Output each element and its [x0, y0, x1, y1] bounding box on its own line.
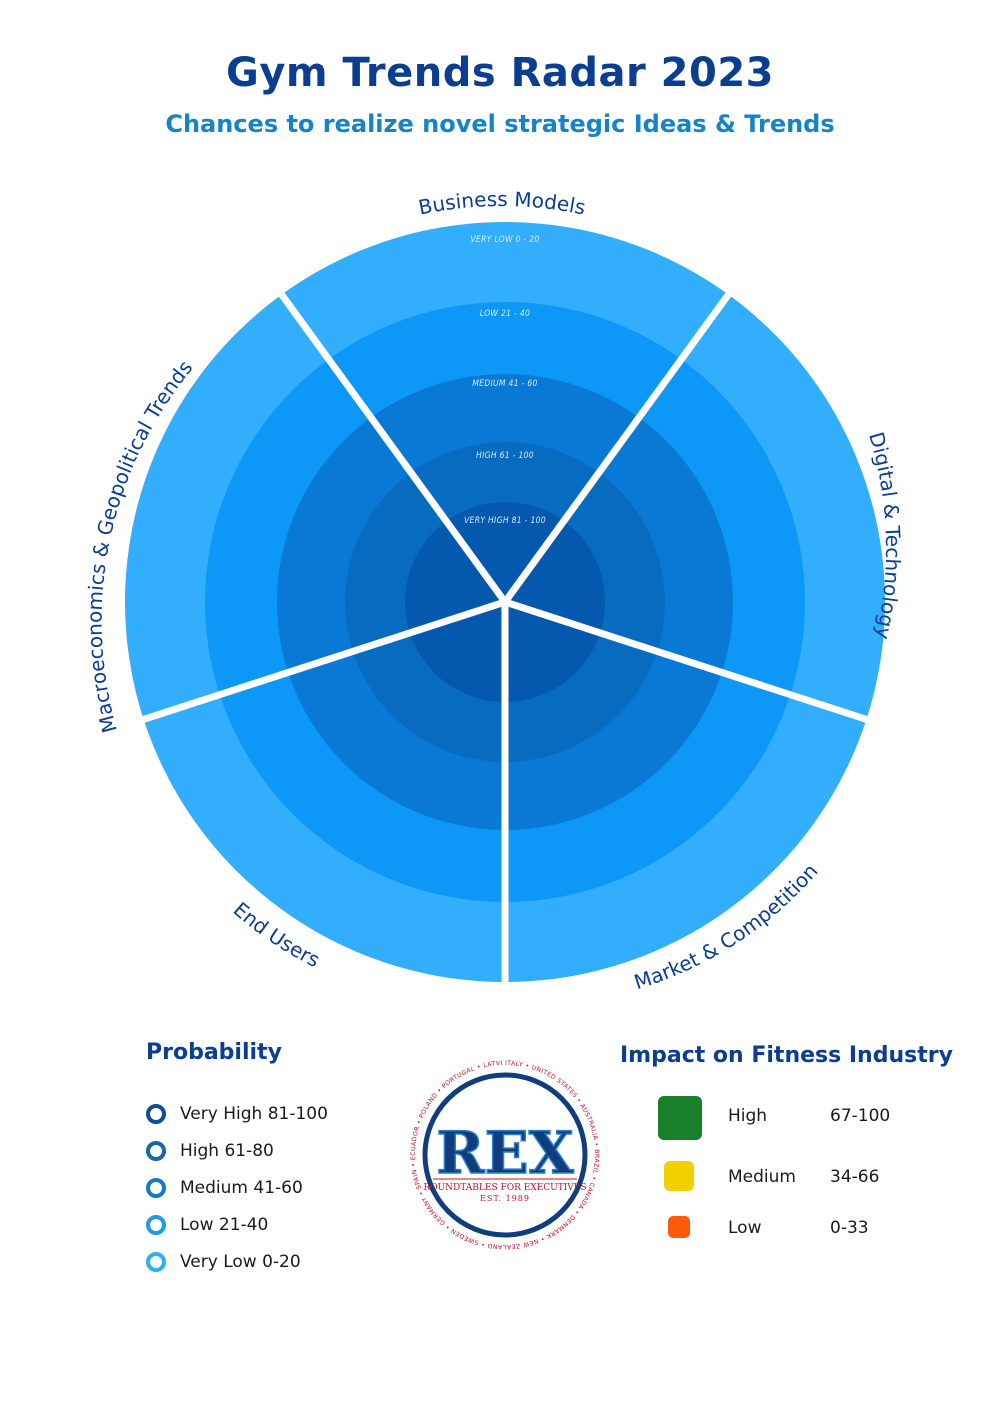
probability-legend: Very High 81-100 High 61-80 Medium 41-60… — [146, 1096, 328, 1280]
ring-label: LOW 21 - 40 — [480, 309, 530, 319]
logo-est: EST. 1989 — [480, 1194, 530, 1203]
ring-label: VERY LOW 0 - 20 — [470, 235, 539, 245]
segment-divider — [503, 598, 887, 729]
probability-item: High 61-80 — [146, 1133, 328, 1170]
logo-brand: REX — [436, 1119, 573, 1187]
ring-label: VERY HIGH 81 - 100 — [464, 516, 546, 526]
segment-divider — [267, 276, 508, 605]
ring-label: HIGH 61 - 100 — [476, 451, 534, 461]
impact-item-label: High — [728, 1106, 768, 1126]
trends-radar: VERY LOW 0 - 20 LOW 21 - 40 MEDIUM 41 - 60… — [83, 187, 905, 1002]
impact-item-range: 0-33 — [830, 1218, 869, 1238]
segment-label: Business Models — [416, 187, 587, 220]
probability-item: Low 21-40 — [146, 1206, 328, 1243]
ring-bullet-icon — [146, 1214, 166, 1235]
probability-item-label: Low 21-40 — [180, 1214, 269, 1235]
probability-item: Medium 41-60 — [146, 1170, 328, 1207]
probability-item-label: Medium 41-60 — [180, 1177, 303, 1198]
impact-item-label: Low — [728, 1218, 762, 1238]
ring-bullet-icon — [146, 1104, 166, 1125]
ring-bullet-icon — [146, 1141, 166, 1162]
probability-item: Very High 81-100 — [146, 1096, 328, 1133]
logo-outer-circle — [401, 1051, 609, 1259]
rex-logo: ITALY • UNITED STATES • AUSTRALIA • BRAZ… — [395, 1045, 609, 1259]
ring-bullet-icon — [146, 1251, 166, 1272]
ring-bullet-icon — [146, 1177, 166, 1198]
impact-swatch-medium — [664, 1161, 694, 1191]
impact-item-label: Medium — [728, 1167, 796, 1187]
impact-item: Low 0-33 — [650, 1216, 869, 1238]
impact-swatch-high — [658, 1096, 702, 1140]
impact-item: High 67-100 — [650, 1096, 890, 1140]
ring-label: MEDIUM 41 - 60 — [472, 379, 537, 389]
logo-ring — [422, 1072, 588, 1238]
impact-item-range: 67-100 — [830, 1106, 891, 1126]
probability-item-label: Very High 81-100 — [180, 1104, 328, 1125]
impact-swatch-low — [668, 1216, 690, 1238]
impact-item: Medium 34-66 — [650, 1161, 879, 1191]
impact-item-range: 34-66 — [830, 1167, 880, 1187]
probability-item: Very Low 0-20 — [146, 1243, 328, 1280]
probability-legend-title: Probability — [146, 1040, 282, 1065]
segment-dividers — [123, 276, 887, 1002]
probability-item-label: High 61-80 — [180, 1141, 274, 1162]
page-title: Gym Trends Radar 2023 — [226, 50, 774, 96]
impact-legend-title: Impact on Fitness Industry — [620, 1043, 953, 1068]
ring-labels: VERY LOW 0 - 20 LOW 21 - 40 MEDIUM 41 - 60… — [464, 235, 546, 526]
page-subtitle: Chances to realize novel strategic Ideas… — [165, 110, 835, 138]
segment-divider — [502, 276, 743, 605]
probability-item-label: Very Low 0-20 — [180, 1251, 301, 1272]
segment-divider — [123, 598, 507, 729]
logo-tagline: ROUNDTABLES FOR EXECUTIVES — [423, 1183, 586, 1193]
